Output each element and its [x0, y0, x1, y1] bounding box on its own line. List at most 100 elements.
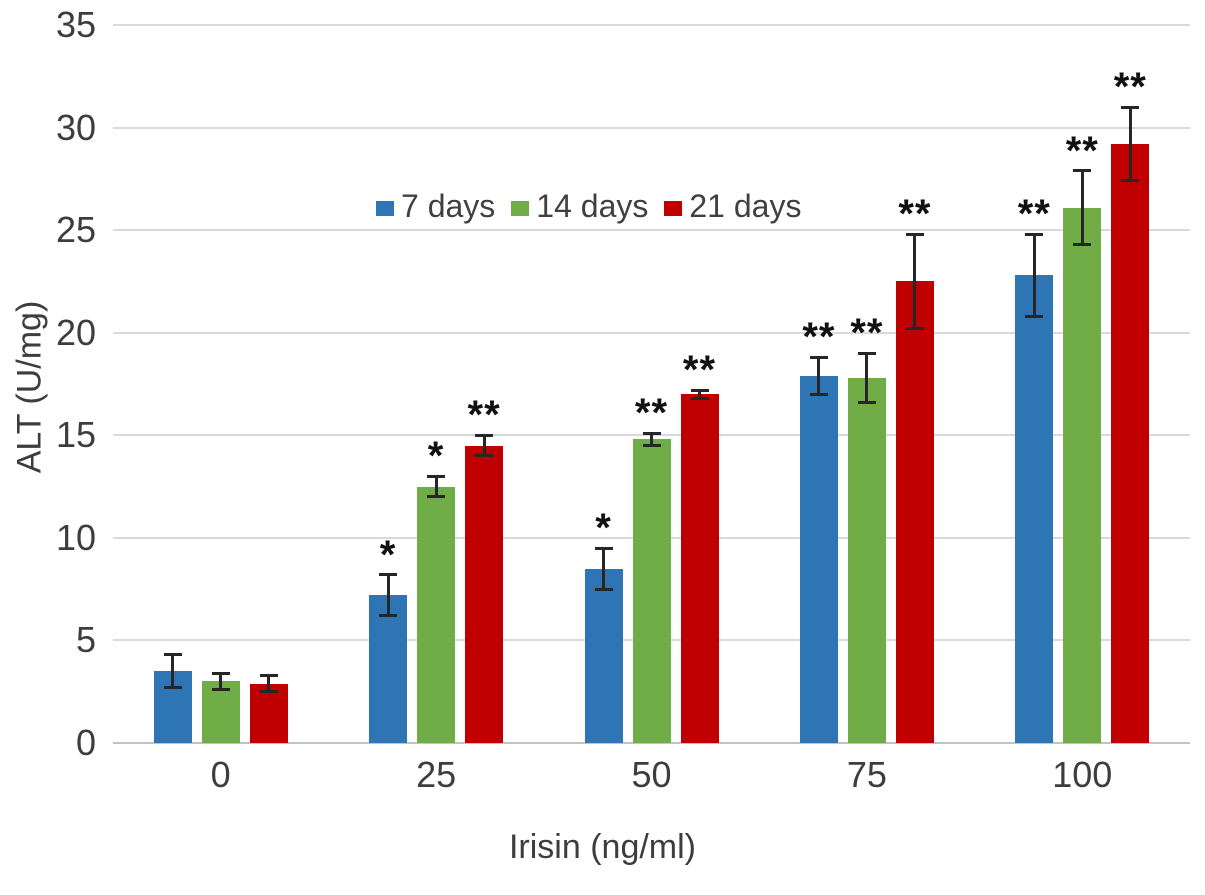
legend-item-7-days: 7 days — [376, 188, 495, 225]
legend-swatch-icon — [511, 200, 530, 216]
error-bar-cap — [427, 495, 446, 499]
x-axis-line — [113, 742, 1190, 744]
legend-label: 14 days — [536, 188, 649, 224]
error-bar-cap — [211, 688, 230, 692]
significance-marker: ** — [1065, 128, 1099, 173]
legend-item-21-days: 21 days — [664, 188, 801, 225]
y-axis-tick-labels: 0 5 10 15 20 25 30 35 — [0, 4, 100, 763]
error-bar-cap — [809, 355, 828, 359]
error-bar-cap — [690, 388, 709, 392]
error-bar-cap — [594, 546, 613, 550]
bar-7-days-x50 — [584, 568, 623, 743]
x-tick-label-100: 100 — [1052, 754, 1113, 795]
significance-marker: ** — [1017, 192, 1051, 237]
significance-marker: ** — [802, 315, 836, 360]
bar-7-days-x25 — [369, 595, 408, 743]
error-bar-cap — [163, 653, 182, 657]
x-tick-label-0: 0 — [210, 754, 231, 795]
bar-7-days-x100 — [1015, 275, 1054, 743]
error-bar — [171, 654, 175, 688]
error-bar-cap — [211, 671, 230, 675]
error-bar-cap — [905, 232, 924, 236]
x-tick-label-75: 75 — [846, 754, 887, 795]
error-bar-cap — [809, 392, 828, 396]
error-bar — [602, 548, 605, 590]
y-tick-label-20: 20 — [55, 311, 96, 353]
bar-21-days-x50 — [680, 394, 719, 743]
error-bar — [1032, 234, 1036, 317]
error-bar-cap — [475, 433, 494, 437]
error-bar-cap — [475, 454, 494, 458]
error-bar-cap — [857, 351, 876, 355]
error-bar-cap — [259, 690, 278, 694]
significance-marker: ** — [1113, 65, 1147, 110]
bar-21-days-x100 — [1111, 143, 1150, 743]
error-bar-cap — [1025, 314, 1044, 318]
error-bar-cap — [259, 673, 278, 677]
plot-area: * * ** ** * ** ** ** ** ** ** ** — [113, 24, 1190, 744]
error-bar-cap — [857, 400, 876, 404]
gridline-y20 — [113, 331, 1190, 334]
x-tick-label-50: 50 — [631, 754, 672, 795]
bar-21-days-x25 — [465, 445, 504, 743]
error-bar — [698, 390, 701, 399]
legend-swatch-icon — [376, 200, 394, 216]
error-bar-cap — [379, 573, 398, 577]
error-bar-cap — [1121, 179, 1140, 183]
y-tick-label-5: 5 — [75, 619, 96, 661]
error-bar — [434, 476, 438, 497]
error-bar-cap — [905, 327, 924, 331]
y-tick-label-15: 15 — [55, 414, 96, 456]
legend-label: 7 days — [401, 188, 496, 224]
error-bar — [267, 675, 271, 692]
error-bar-cap — [690, 396, 709, 400]
y-tick-label-35: 35 — [55, 4, 96, 45]
error-bar — [817, 357, 821, 395]
error-bar-cap — [1073, 169, 1092, 173]
error-bar-cap — [427, 474, 446, 478]
bar-21-days-x75 — [895, 281, 934, 743]
y-tick-label-30: 30 — [55, 106, 96, 148]
bar-14-days-x100 — [1063, 207, 1102, 743]
legend-label: 21 days — [689, 188, 802, 224]
significance-marker: * — [595, 506, 612, 551]
legend-swatch-icon — [664, 200, 683, 216]
significance-marker: * — [427, 434, 445, 479]
error-bar-cap — [1025, 232, 1044, 236]
legend-item-14-days: 14 days — [511, 188, 648, 225]
y-tick-label-0: 0 — [75, 722, 96, 763]
error-bar-cap — [642, 431, 661, 435]
bar-14-days-x0 — [201, 681, 240, 743]
y-tick-label-25: 25 — [55, 209, 96, 251]
error-bar-cap — [1073, 243, 1092, 246]
error-bar-cap — [379, 614, 398, 618]
significance-marker: ** — [850, 311, 884, 356]
gridline-y35 — [113, 24, 1190, 26]
legend: 7 days 14 days 21 days — [376, 188, 801, 225]
bar-14-days-x25 — [417, 486, 456, 743]
x-axis-tick-labels: 0 25 50 75 100 — [113, 754, 1190, 798]
gridline-y25 — [113, 229, 1190, 232]
error-bar-cap — [642, 444, 661, 448]
gridline-y30 — [113, 126, 1190, 129]
error-bar — [865, 353, 869, 403]
error-bar — [482, 435, 486, 456]
error-bar-cap — [594, 587, 613, 591]
error-bar-cap — [163, 686, 182, 690]
bar-7-days-x75 — [799, 375, 838, 743]
bar-21-days-x0 — [249, 683, 288, 743]
error-bar — [1080, 170, 1084, 245]
error-bar — [913, 234, 917, 329]
bar-14-days-x50 — [632, 439, 671, 743]
error-bar — [219, 673, 223, 690]
significance-marker: ** — [634, 391, 669, 436]
error-bar — [386, 574, 390, 616]
error-bar — [1128, 107, 1132, 181]
significance-marker: ** — [682, 348, 717, 393]
error-bar — [650, 433, 653, 446]
x-axis-title: Irisin (ng/ml) — [508, 828, 697, 866]
significance-marker: ** — [898, 192, 932, 237]
y-tick-label-10: 10 — [55, 516, 96, 558]
x-tick-label-25: 25 — [416, 754, 457, 795]
